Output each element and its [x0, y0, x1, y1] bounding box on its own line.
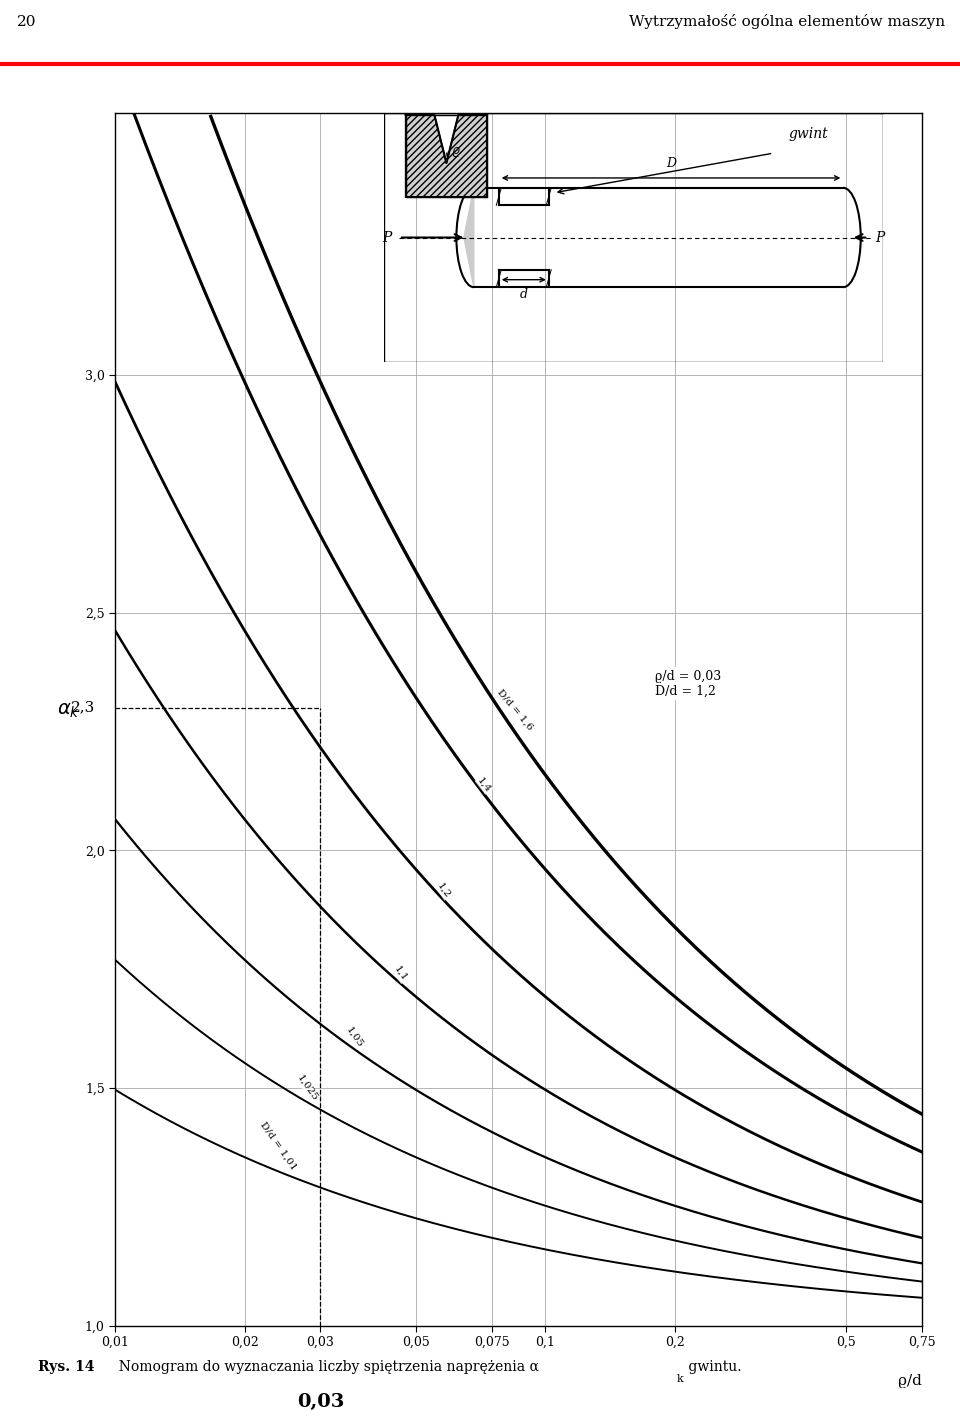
Text: 20: 20: [17, 14, 36, 28]
Text: gwintu.: gwintu.: [684, 1360, 742, 1374]
Polygon shape: [405, 115, 488, 197]
Text: gwint: gwint: [788, 128, 828, 142]
Text: Nomogram do wyznaczania liczby spiętrzenia naprężenia α: Nomogram do wyznaczania liczby spiętrzen…: [110, 1360, 540, 1374]
Text: 1,05: 1,05: [344, 1025, 365, 1049]
Text: $\varrho$: $\varrho$: [451, 145, 461, 159]
Text: ϱ/d: ϱ/d: [898, 1374, 922, 1388]
Text: P: P: [876, 231, 885, 244]
Text: ϱ/d = 0,03
D/d = 1,2: ϱ/d = 0,03 D/d = 1,2: [655, 669, 721, 698]
Text: 1,1: 1,1: [392, 964, 409, 983]
Text: 0,03: 0,03: [297, 1392, 344, 1411]
Text: Wytrzymałość ogólna elementów maszyn: Wytrzymałość ogólna elementów maszyn: [630, 14, 946, 30]
Text: 1,2: 1,2: [435, 881, 452, 900]
Text: 2,3: 2,3: [71, 700, 96, 715]
Polygon shape: [464, 189, 474, 286]
Text: D/d = 1,6: D/d = 1,6: [495, 688, 535, 732]
Text: 1,025: 1,025: [296, 1073, 320, 1102]
Text: D/d = 1,01: D/d = 1,01: [259, 1120, 299, 1171]
Text: Rys. 14: Rys. 14: [38, 1360, 95, 1374]
Y-axis label: $\alpha_k$: $\alpha_k$: [57, 702, 80, 720]
Text: d: d: [519, 288, 528, 301]
Text: D: D: [666, 156, 676, 170]
Text: 1,4: 1,4: [475, 776, 492, 794]
Text: P: P: [382, 231, 392, 244]
Text: k: k: [677, 1374, 684, 1384]
